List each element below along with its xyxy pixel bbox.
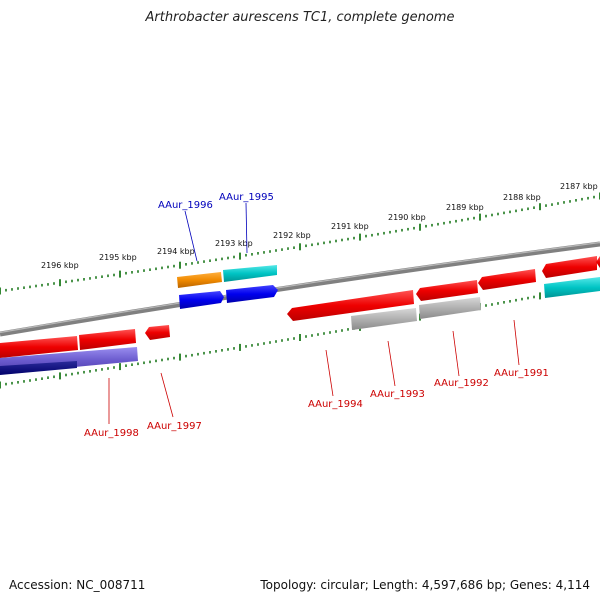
gene-label-aaur-1991[interactable]: AAur_1991 [494, 368, 549, 379]
gene-feature-navy[interactable] [0, 361, 77, 375]
gene-feature-red-far-1[interactable] [542, 256, 597, 278]
gene-feature-red-far-2[interactable] [596, 256, 600, 268]
gene-feature-red-small[interactable] [145, 325, 170, 340]
tick-label-2188: 2188 kbp [503, 193, 541, 202]
tick-label-2195: 2195 kbp [99, 253, 137, 262]
gene-label-aaur-1992[interactable]: AAur_1992 [434, 378, 489, 389]
gene-label-aaur-1997[interactable]: AAur_1997 [147, 421, 202, 432]
tick-label-2196: 2196 kbp [41, 261, 79, 270]
gene-label-aaur-1996[interactable]: AAur_1996 [158, 200, 213, 211]
genome-backbone [0, 241, 600, 337]
gene-feature-blue-2[interactable] [226, 285, 278, 303]
leader-aaur-1995 [245, 202, 248, 254]
tick-label-2190: 2190 kbp [388, 213, 426, 222]
label-leaders [108, 202, 520, 424]
gene-feature-red-mid-2[interactable] [478, 269, 536, 290]
gene-feature-cyan-1[interactable] [223, 265, 277, 282]
tick-label-2192: 2192 kbp [273, 231, 311, 240]
gene-feature-red-left-1[interactable] [0, 336, 78, 358]
tick-label-2189: 2189 kbp [446, 203, 484, 212]
gene-label-aaur-1995[interactable]: AAur_1995 [219, 192, 274, 203]
accession-text: Accession: NC_008711 [9, 578, 146, 592]
leader-aaur-1992 [452, 330, 460, 377]
tick-label-2193: 2193 kbp [215, 239, 253, 248]
outer-tick-ring [0, 192, 600, 295]
leader-aaur-1997 [160, 372, 174, 418]
gene-label-aaur-1998[interactable]: AAur_1998 [84, 428, 139, 439]
plus-strand-genes [177, 256, 600, 309]
genome-backbone-highlight [0, 241, 600, 334]
gene-feature-gray-1[interactable] [351, 308, 417, 330]
gene-feature-cyan-2[interactable] [544, 277, 600, 298]
gene-feature-gray-2[interactable] [419, 297, 481, 319]
gene-label-aaur-1994[interactable]: AAur_1994 [308, 399, 363, 410]
leader-aaur-1994 [325, 349, 334, 397]
gene-label-aaur-1993[interactable]: AAur_1993 [370, 389, 425, 400]
gene-feature-red-left-2[interactable] [79, 329, 136, 350]
kbp-scale: 2196 kbp 2195 kbp 2194 kbp 2193 kbp 2192… [41, 182, 598, 270]
map-title: Arthrobacter aurescens TC1, complete gen… [145, 10, 455, 25]
genome-summary-text: Topology: circular; Length: 4,597,686 bp… [260, 578, 590, 592]
leader-aaur-1991 [513, 319, 520, 366]
gene-feature-blue-1[interactable] [179, 291, 224, 309]
gene-feature-orange[interactable] [177, 272, 222, 288]
tick-label-2191: 2191 kbp [331, 222, 369, 231]
tick-label-2194: 2194 kbp [157, 247, 195, 256]
minus-strand-genes [0, 269, 536, 375]
gene-labels: AAur_1996 AAur_1995 AAur_1998 AAur_1997 … [84, 192, 549, 439]
leader-aaur-1993 [387, 340, 396, 387]
gene-feature-red-mid-1[interactable] [416, 280, 478, 301]
tick-label-2187: 2187 kbp [560, 182, 598, 191]
leader-aaur-1996 [184, 210, 198, 262]
gene-feature-red-long[interactable] [287, 290, 414, 321]
